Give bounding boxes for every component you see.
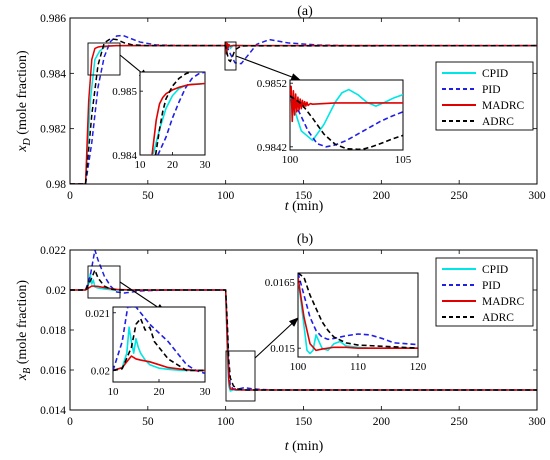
panel-a-inset-2-ytick-label: 0.9852	[257, 78, 287, 90]
panel-a-inset-2: 100 105 0.9842 0.9852	[257, 78, 412, 166]
panel-b-inset-2: 100 110 120 0.015 0.0165	[265, 272, 427, 373]
panel-a-inset-1-series-adrc	[154, 72, 194, 155]
panel-a-inset-1-ytick-label: 0.984	[112, 150, 137, 162]
panel-b-ytick-label: 0.022	[40, 245, 66, 257]
panel-a-inset-2-series-adrc	[290, 95, 403, 150]
panel-b-ytick-label: 0.016	[40, 365, 66, 377]
panel-a-inset-2-xtick-label: 100	[282, 154, 299, 166]
panel-a-ytick-label: 0.984	[40, 68, 66, 80]
panel-a-inset-1-xtick-label: 10	[135, 159, 147, 171]
panel-b-inset-2-xtick-label: 110	[350, 361, 367, 373]
panel-b-legend-label-adrc: ADRC	[482, 312, 514, 324]
panel-b-ticks: 0 50 100 150 200 250 300 0.014 0.016 0.018 0.02 0.0…	[40, 245, 546, 428]
panel-b-inset-2-series-pid	[298, 273, 418, 346]
panel-a-xtick-label: 300	[528, 190, 546, 202]
panel-b-title: (b)	[297, 232, 314, 247]
panel-a-zoom-arrow-2	[235, 55, 302, 81]
panel-a-xtick-label: 100	[217, 190, 235, 202]
panel-a-inset-2-series-madrc	[290, 85, 403, 123]
panel-a-series-madrc	[70, 41, 537, 184]
panel-b-xlabel: t (min)	[285, 439, 324, 454]
panel-b-series-pid	[70, 250, 537, 391]
panel-a: (a) 0 50 100 150 200 250 300 0.98 0.982 0.984 0.98…	[15, 4, 546, 214]
panel-a-inset-2-xtick-label: 105	[395, 154, 412, 166]
panel-b-inset-1-ytick-label: 0.02	[91, 365, 110, 377]
panel-b-ytick-label: 0.02	[46, 285, 66, 297]
panel-b-xtick-label: 300	[528, 416, 546, 428]
panel-a-ytick-label: 0.986	[40, 13, 66, 25]
panel-a-legend: CPID PID MADRC ADRC	[435, 61, 534, 131]
panel-a-legend-label-adrc: ADRC	[482, 116, 514, 128]
panel-a-series-adrc	[70, 38, 537, 184]
panel-a-ticks: 0 50 100 150 200 250 300 0.98 0.982 0.984 0.986	[40, 13, 546, 202]
panel-b-inset-1-xtick-label: 10	[108, 386, 120, 398]
panel-a-inset-1-ytick-label: 0.985	[112, 86, 137, 98]
panel-b-ylabel: xB (mole fraction)	[15, 280, 33, 382]
panel-b-ytick-label: 0.014	[40, 405, 66, 417]
panel-a-inset-1-series-pid	[157, 72, 205, 155]
panel-b-xtick-label: 100	[217, 416, 235, 428]
panel-a-legend-label-pid: PID	[482, 84, 501, 96]
panel-a-inset-1-frame	[139, 71, 206, 156]
panel-a-legend-box	[435, 61, 534, 131]
panel-b-inset-2-series-madrc	[298, 277, 418, 352]
panel-a-series	[70, 34, 537, 184]
panel-a-legend-label-cpid: CPID	[482, 68, 508, 80]
panel-b: (b) 0 50 100 150 200 250 300 0.014 0.016 0.018 0.0…	[15, 232, 546, 454]
panel-b-xtick-label: 250	[451, 416, 469, 428]
panel-a-inset-1-series-madrc	[151, 82, 205, 155]
panel-a-xtick-label: 50	[142, 190, 154, 202]
panel-b-inset-2-ytick-label: 0.015	[270, 343, 295, 355]
panel-b-legend-label-madrc: MADRC	[482, 296, 525, 308]
panel-a-xtick-label: 200	[373, 190, 391, 202]
panel-b-series-adrc	[70, 269, 537, 391]
panel-b-inset-1-series-cpid	[113, 326, 205, 372]
panel-a-inset-2-series-pid	[290, 95, 403, 148]
panel-a-xlabel: t (min)	[285, 199, 324, 214]
panel-a-ytick-label: 0.982	[40, 124, 66, 136]
panel-a-inset-2-ytick-label: 0.9842	[257, 142, 287, 154]
panel-a-ylabel: xD (mole fraction)	[15, 50, 33, 153]
panel-b-inset-1-series-adrc	[113, 317, 205, 372]
panel-a-xtick-label: 150	[295, 190, 313, 202]
panel-b-legend: CPID PID MADRC ADRC	[435, 257, 534, 327]
panel-b-inset-1-xtick-label: 30	[200, 386, 212, 398]
panel-b-legend-label-cpid: CPID	[482, 264, 508, 276]
panel-b-xtick-label: 200	[373, 416, 391, 428]
panel-a-xtick-label: 250	[451, 190, 469, 202]
panel-b-inset-2-ytick-label: 0.0165	[265, 277, 296, 289]
panel-a-ytick-label: 0.98	[46, 179, 66, 191]
panel-b-ytick-label: 0.018	[40, 325, 66, 337]
panel-a-inset-1: 10 20 30 0.984 0.985	[112, 71, 211, 171]
panel-b-inset-1-xtick-label: 20	[154, 386, 166, 398]
panel-b-inset-1: 10 20 30 0.02 0.021	[85, 306, 212, 398]
panel-a-inset-1-xtick-label: 20	[167, 159, 179, 171]
panel-b-legend-label-pid: PID	[482, 280, 501, 292]
panel-b-inset-2-xtick-label: 100	[290, 361, 307, 373]
panel-a-xtick-label: 0	[67, 190, 73, 202]
panel-b-inset-1-ytick-label: 0.021	[85, 308, 110, 320]
panel-b-xtick-label: 0	[67, 416, 73, 428]
panel-a-zoom-box-1	[87, 42, 121, 76]
panel-a-title: (a)	[297, 4, 313, 19]
panel-b-zoom-box-2	[225, 350, 256, 402]
panel-b-inset-2-xtick-label: 120	[410, 361, 427, 373]
panel-a-inset-1-xtick-label: 30	[200, 159, 212, 171]
panel-b-xtick-label: 150	[295, 416, 313, 428]
panel-b-xtick-label: 50	[142, 416, 154, 428]
panel-b-inset-2-series-adrc	[298, 273, 418, 349]
panel-a-inset-2-frame	[289, 79, 404, 151]
panel-b-zoom-arrow-2	[254, 317, 299, 359]
panel-a-legend-label-madrc: MADRC	[482, 100, 525, 112]
